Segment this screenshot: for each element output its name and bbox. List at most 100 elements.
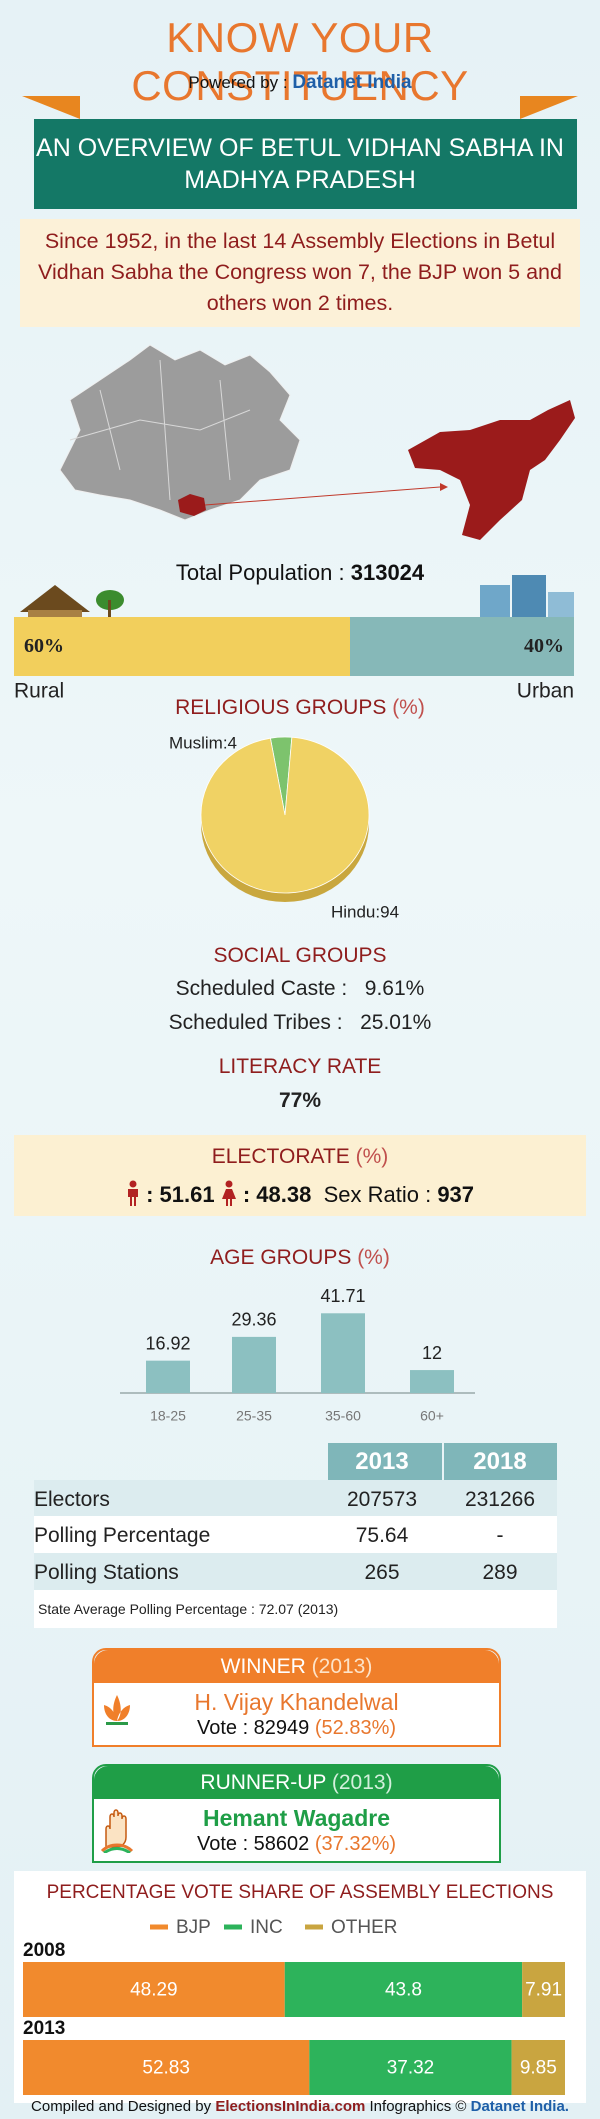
table-row: Electors 207573 231266 bbox=[34, 1480, 557, 1517]
electorate-box bbox=[14, 1135, 586, 1216]
title: KNOW YOUR CONSTITUENCY bbox=[131, 14, 469, 109]
cell: 265 bbox=[364, 1561, 400, 1584]
electorate-unit: (%) bbox=[355, 1145, 389, 1168]
table-row bbox=[34, 1590, 557, 1628]
literacy-value: 77% bbox=[278, 1089, 322, 1112]
state-map bbox=[59, 344, 301, 521]
powered-label: Powered by : bbox=[188, 73, 288, 92]
bar-segment bbox=[14, 617, 350, 676]
female-icon bbox=[221, 1180, 236, 1206]
social-title: SOCIAL GROUPS bbox=[213, 944, 387, 967]
table-note: State Average Polling Percentage : 72.07… bbox=[38, 1601, 339, 1617]
district-lines bbox=[69, 359, 251, 501]
social-value: 25.01% bbox=[360, 1011, 432, 1034]
value-label: 16.92 bbox=[145, 1333, 190, 1353]
runner-up-vote: Vote : 58602 bbox=[196, 1833, 310, 1855]
value-label: 7.91 bbox=[525, 1980, 562, 2001]
bar-segment bbox=[522, 1962, 565, 2017]
table-row bbox=[34, 1516, 557, 1553]
cell: 75.64 bbox=[355, 1524, 409, 1547]
bar-segment bbox=[350, 617, 574, 676]
winner-share: (52.83%) bbox=[314, 1717, 397, 1739]
value-label: 9.85 bbox=[520, 2058, 557, 2079]
electorate-heading: ELECTORATE bbox=[211, 1145, 350, 1168]
social-item: Scheduled Tribes : 25.01% bbox=[0, 1011, 600, 1035]
powered-by: Powered by : Datanet India bbox=[0, 72, 600, 94]
pie-label: Muslim:4 bbox=[169, 733, 237, 752]
runner-up-year: (2013) bbox=[331, 1771, 393, 1794]
population: Total Population : 313024 bbox=[0, 560, 600, 586]
legend-label: BJP bbox=[176, 1917, 211, 1938]
bar bbox=[146, 1360, 190, 1393]
pie-slice bbox=[200, 736, 370, 894]
legend-label: OTHER bbox=[331, 1917, 398, 1938]
value-label: 52.83 bbox=[142, 2058, 190, 2079]
summary: Since 1952, in the last 14 Assembly Elec… bbox=[38, 229, 562, 315]
sex-ratio-label: Sex Ratio : bbox=[323, 1182, 432, 1207]
category-label: 2008 bbox=[23, 1940, 65, 1961]
chart-unit: (%) bbox=[392, 696, 425, 719]
row-label: Polling Percentage bbox=[34, 1524, 211, 1547]
inc-logo bbox=[100, 1809, 134, 1853]
bar bbox=[232, 1336, 276, 1393]
social-item: Scheduled Caste : 9.61% bbox=[0, 977, 600, 1001]
arrow-head bbox=[440, 483, 448, 491]
category-label: 2013 bbox=[23, 2018, 65, 2039]
population-value: 313024 bbox=[350, 560, 425, 585]
summary-box bbox=[20, 219, 580, 327]
x-tick-label: 35-60 bbox=[325, 1408, 361, 1424]
bar-segment bbox=[284, 1962, 523, 2017]
bar-segment bbox=[23, 2040, 310, 2095]
runner-up-share: (37.32%) bbox=[314, 1833, 397, 1855]
table-row bbox=[34, 1553, 557, 1590]
chart-unit: (%) bbox=[357, 1246, 390, 1269]
legend-label: INC bbox=[250, 1917, 283, 1938]
electorate-title: ELECTORATE (%) bbox=[0, 1145, 600, 1169]
runner-up-body: Hemant Wagadre Vote : 58602 (37.32%) bbox=[94, 1799, 499, 1861]
table-row: Polling Stations 265 289 bbox=[34, 1553, 557, 1590]
corner bbox=[520, 96, 578, 119]
population-label: Total Population : bbox=[175, 560, 345, 585]
banner-text: AN OVERVIEW OF BETUL VIDHAN SABHA IN MAD… bbox=[0, 132, 600, 196]
winner-heading: WINNER bbox=[220, 1655, 306, 1678]
footer: Compiled and Designed by ElectionsInIndi… bbox=[0, 2098, 600, 2115]
table-row: Polling Percentage 75.64 - bbox=[34, 1516, 557, 1553]
column-header: 2018 bbox=[473, 1448, 527, 1475]
female-share: : 48.38 bbox=[242, 1182, 312, 1207]
value-label: 37.32 bbox=[387, 2058, 435, 2079]
corner bbox=[22, 96, 80, 119]
value-label: 41.71 bbox=[320, 1286, 365, 1306]
x-tick-label: 60+ bbox=[420, 1408, 444, 1424]
literacy-title: LITERACY RATE bbox=[218, 1055, 382, 1078]
cell: - bbox=[496, 1524, 504, 1547]
constituency-map bbox=[408, 400, 575, 540]
table-header bbox=[328, 1443, 442, 1480]
chart-title: PERCENTAGE VOTE SHARE OF ASSEMBLY ELECTI… bbox=[47, 1882, 554, 1903]
bar-segment bbox=[309, 2040, 512, 2095]
value-label: 48.29 bbox=[130, 1980, 178, 2001]
legend-label: Urban bbox=[517, 680, 574, 703]
social-label: Scheduled Caste : bbox=[175, 977, 348, 1000]
column-header: 2013 bbox=[355, 1448, 409, 1475]
runner-up-vote-line: Vote : 58602 (37.32%) bbox=[94, 1833, 499, 1856]
bar-segment bbox=[23, 1962, 285, 2017]
footer-middle: Infographics © bbox=[369, 2098, 467, 2115]
banner-line: MADHYA PRADESH bbox=[184, 166, 416, 194]
bar bbox=[321, 1313, 365, 1393]
tree-trunk bbox=[108, 600, 111, 617]
legend-label: Rural bbox=[14, 680, 64, 703]
runner-up-name: Hemant Wagadre bbox=[202, 1805, 391, 1831]
arrow bbox=[204, 486, 441, 506]
winner-year: (2013) bbox=[311, 1655, 373, 1678]
bar-segment bbox=[511, 2040, 565, 2095]
footer-site: ElectionsInIndia.com bbox=[215, 2098, 366, 2115]
winner-card: WINNER (2013) H. Vijay Khandelwal Vote :… bbox=[92, 1648, 501, 1747]
winner-body: H. Vijay Khandelwal Vote : 82949 (52.83%… bbox=[94, 1683, 499, 1745]
banner bbox=[34, 119, 577, 209]
cell: 289 bbox=[482, 1561, 518, 1584]
male-share: : 51.61 bbox=[146, 1182, 215, 1207]
runner-up-header: RUNNER-UP (2013) bbox=[94, 1766, 499, 1799]
cell: 207573 bbox=[346, 1488, 418, 1511]
